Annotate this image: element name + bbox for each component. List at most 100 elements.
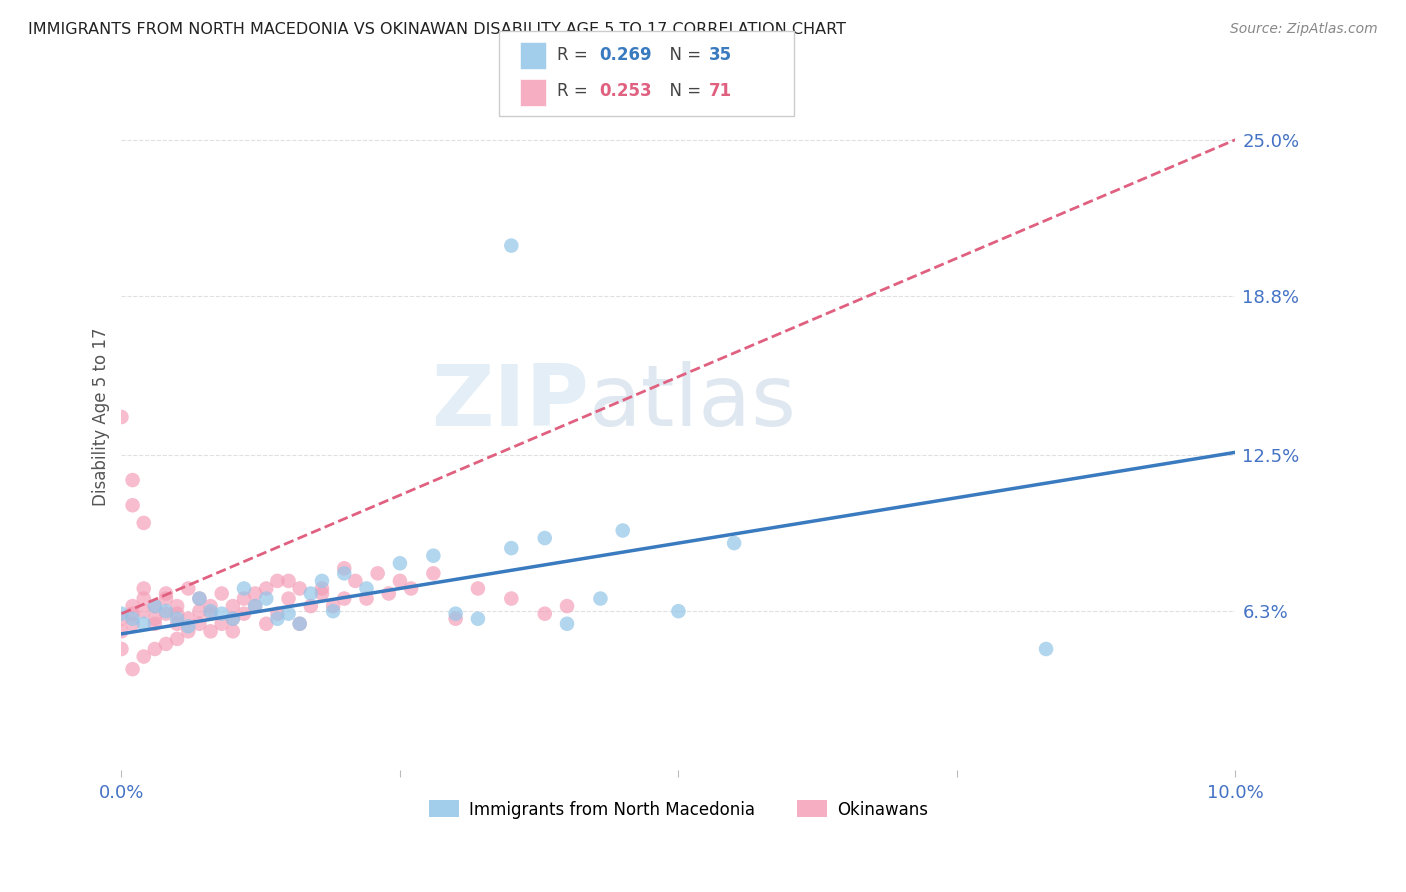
- Point: [211, 616, 233, 631]
- Point: [555, 616, 578, 631]
- Point: [333, 566, 356, 581]
- Point: [333, 591, 356, 606]
- Point: [132, 582, 155, 596]
- Point: [222, 612, 245, 626]
- Point: [378, 586, 401, 600]
- Point: [110, 612, 132, 626]
- Text: N =: N =: [659, 45, 707, 64]
- Point: [200, 604, 222, 618]
- Point: [299, 599, 322, 614]
- Point: [121, 662, 143, 676]
- Point: [132, 591, 155, 606]
- Point: [166, 607, 188, 621]
- Point: [188, 604, 211, 618]
- Point: [243, 586, 266, 600]
- Point: [143, 612, 166, 626]
- Point: [188, 591, 211, 606]
- Point: [501, 238, 523, 252]
- Text: R =: R =: [557, 82, 593, 100]
- Legend: Immigrants from North Macedonia, Okinawans: Immigrants from North Macedonia, Okinawa…: [422, 794, 935, 825]
- Point: [166, 599, 188, 614]
- Point: [143, 599, 166, 614]
- Point: [243, 599, 266, 614]
- Text: 0.269: 0.269: [599, 45, 651, 64]
- Point: [211, 586, 233, 600]
- Point: [322, 599, 344, 614]
- Point: [333, 561, 356, 575]
- Point: [222, 612, 245, 626]
- Point: [233, 591, 256, 606]
- Point: [589, 591, 612, 606]
- Point: [311, 574, 333, 588]
- Point: [322, 604, 344, 618]
- Point: [344, 574, 367, 588]
- Point: [143, 599, 166, 614]
- Point: [200, 599, 222, 614]
- Point: [110, 607, 132, 621]
- Point: [188, 591, 211, 606]
- Point: [166, 616, 188, 631]
- Point: [166, 612, 188, 626]
- Point: [367, 566, 389, 581]
- Point: [143, 642, 166, 657]
- Point: [143, 616, 166, 631]
- Point: [188, 616, 211, 631]
- Point: [121, 607, 143, 621]
- Point: [132, 616, 155, 631]
- Text: atlas: atlas: [589, 361, 797, 444]
- Point: [266, 574, 288, 588]
- Point: [110, 642, 132, 657]
- Point: [422, 549, 444, 563]
- Text: R =: R =: [557, 45, 593, 64]
- Point: [555, 599, 578, 614]
- Point: [200, 607, 222, 621]
- Point: [299, 586, 322, 600]
- Text: IMMIGRANTS FROM NORTH MACEDONIA VS OKINAWAN DISABILITY AGE 5 TO 17 CORRELATION C: IMMIGRANTS FROM NORTH MACEDONIA VS OKINA…: [28, 22, 846, 37]
- Point: [166, 632, 188, 646]
- Text: 35: 35: [709, 45, 731, 64]
- Text: 0.253: 0.253: [599, 82, 651, 100]
- Point: [288, 616, 311, 631]
- Text: Source: ZipAtlas.com: Source: ZipAtlas.com: [1230, 22, 1378, 37]
- Point: [723, 536, 745, 550]
- Point: [222, 599, 245, 614]
- Point: [399, 582, 422, 596]
- Point: [155, 586, 177, 600]
- Point: [211, 607, 233, 621]
- Point: [288, 582, 311, 596]
- Point: [132, 516, 155, 530]
- Point: [222, 624, 245, 639]
- Point: [177, 582, 200, 596]
- Point: [155, 591, 177, 606]
- Point: [277, 607, 299, 621]
- Point: [121, 599, 143, 614]
- Point: [200, 624, 222, 639]
- Point: [467, 612, 489, 626]
- Point: [1035, 642, 1057, 657]
- Point: [533, 607, 555, 621]
- Point: [110, 624, 132, 639]
- Point: [155, 637, 177, 651]
- Point: [266, 607, 288, 621]
- Point: [132, 604, 155, 618]
- Point: [277, 591, 299, 606]
- Point: [612, 524, 634, 538]
- Point: [501, 541, 523, 555]
- Point: [233, 582, 256, 596]
- Text: ZIP: ZIP: [432, 361, 589, 444]
- Point: [177, 624, 200, 639]
- Point: [155, 604, 177, 618]
- Point: [132, 649, 155, 664]
- Point: [254, 616, 277, 631]
- Point: [266, 612, 288, 626]
- Point: [121, 612, 143, 626]
- Point: [254, 582, 277, 596]
- Point: [356, 591, 378, 606]
- Point: [243, 599, 266, 614]
- Point: [121, 498, 143, 512]
- Point: [311, 582, 333, 596]
- Point: [388, 556, 411, 570]
- Point: [501, 591, 523, 606]
- Point: [254, 591, 277, 606]
- Point: [177, 619, 200, 633]
